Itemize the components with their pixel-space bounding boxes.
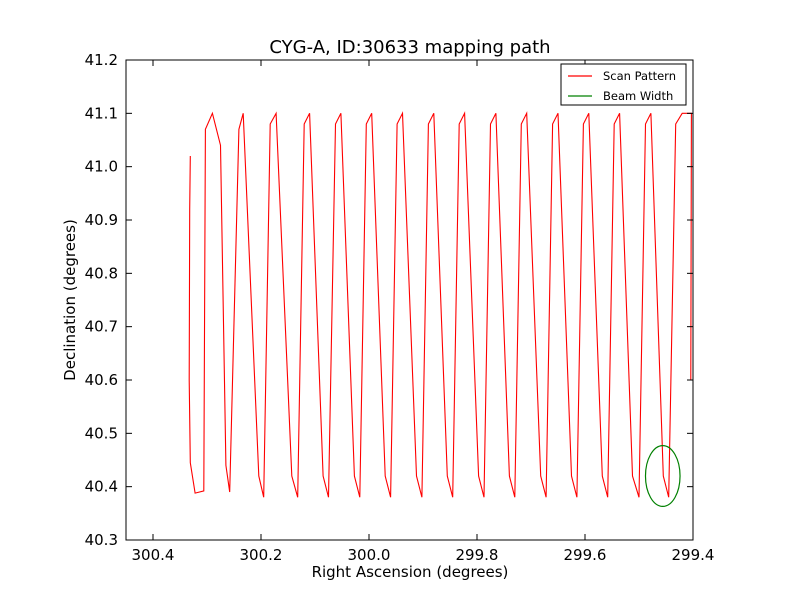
y-tick-label: 40.5 [85, 424, 118, 442]
y-axis-title: Declination (degrees) [61, 219, 79, 381]
y-tick-label: 41.1 [85, 104, 118, 122]
x-axis-title: Right Ascension (degrees) [312, 563, 509, 581]
x-tick-label: 300.0 [348, 546, 391, 564]
chart-title: CYG-A, ID:30633 mapping path [269, 37, 550, 58]
legend-label-beam-width: Beam Width [603, 89, 673, 103]
plot-frame [125, 59, 694, 541]
y-tick-label: 40.4 [85, 478, 118, 496]
x-tick-label: 299.6 [564, 546, 607, 564]
x-tick-label: 299.8 [456, 546, 499, 564]
legend-label-scan-pattern: Scan Pattern [603, 69, 676, 83]
y-tick-label: 40.6 [85, 371, 118, 389]
x-tick-label: 300.4 [132, 546, 175, 564]
legend: Scan Pattern Beam Width [560, 63, 687, 106]
data-layer [188, 111, 692, 508]
beam-width-circle [644, 445, 681, 508]
legend-box [560, 63, 687, 106]
x-axis: 300.4 300.2 300.0 299.8 299.6 299.4 [132, 60, 715, 564]
x-tick-label: 299.4 [672, 546, 715, 564]
y-tick-label: 40.7 [85, 318, 118, 336]
y-tick-label: 40.9 [85, 211, 118, 229]
y-tick-label: 41.2 [85, 51, 118, 69]
y-tick-label: 40.3 [85, 531, 118, 549]
scan-pattern-line [188, 111, 692, 498]
x-tick-label: 300.2 [240, 546, 283, 564]
y-tick-label: 41.0 [85, 158, 118, 176]
y-tick-label: 40.8 [85, 264, 118, 282]
y-axis: 40.3 40.4 40.5 40.6 40.7 40.8 40.9 41.0 41.1 41.2 [85, 51, 693, 549]
